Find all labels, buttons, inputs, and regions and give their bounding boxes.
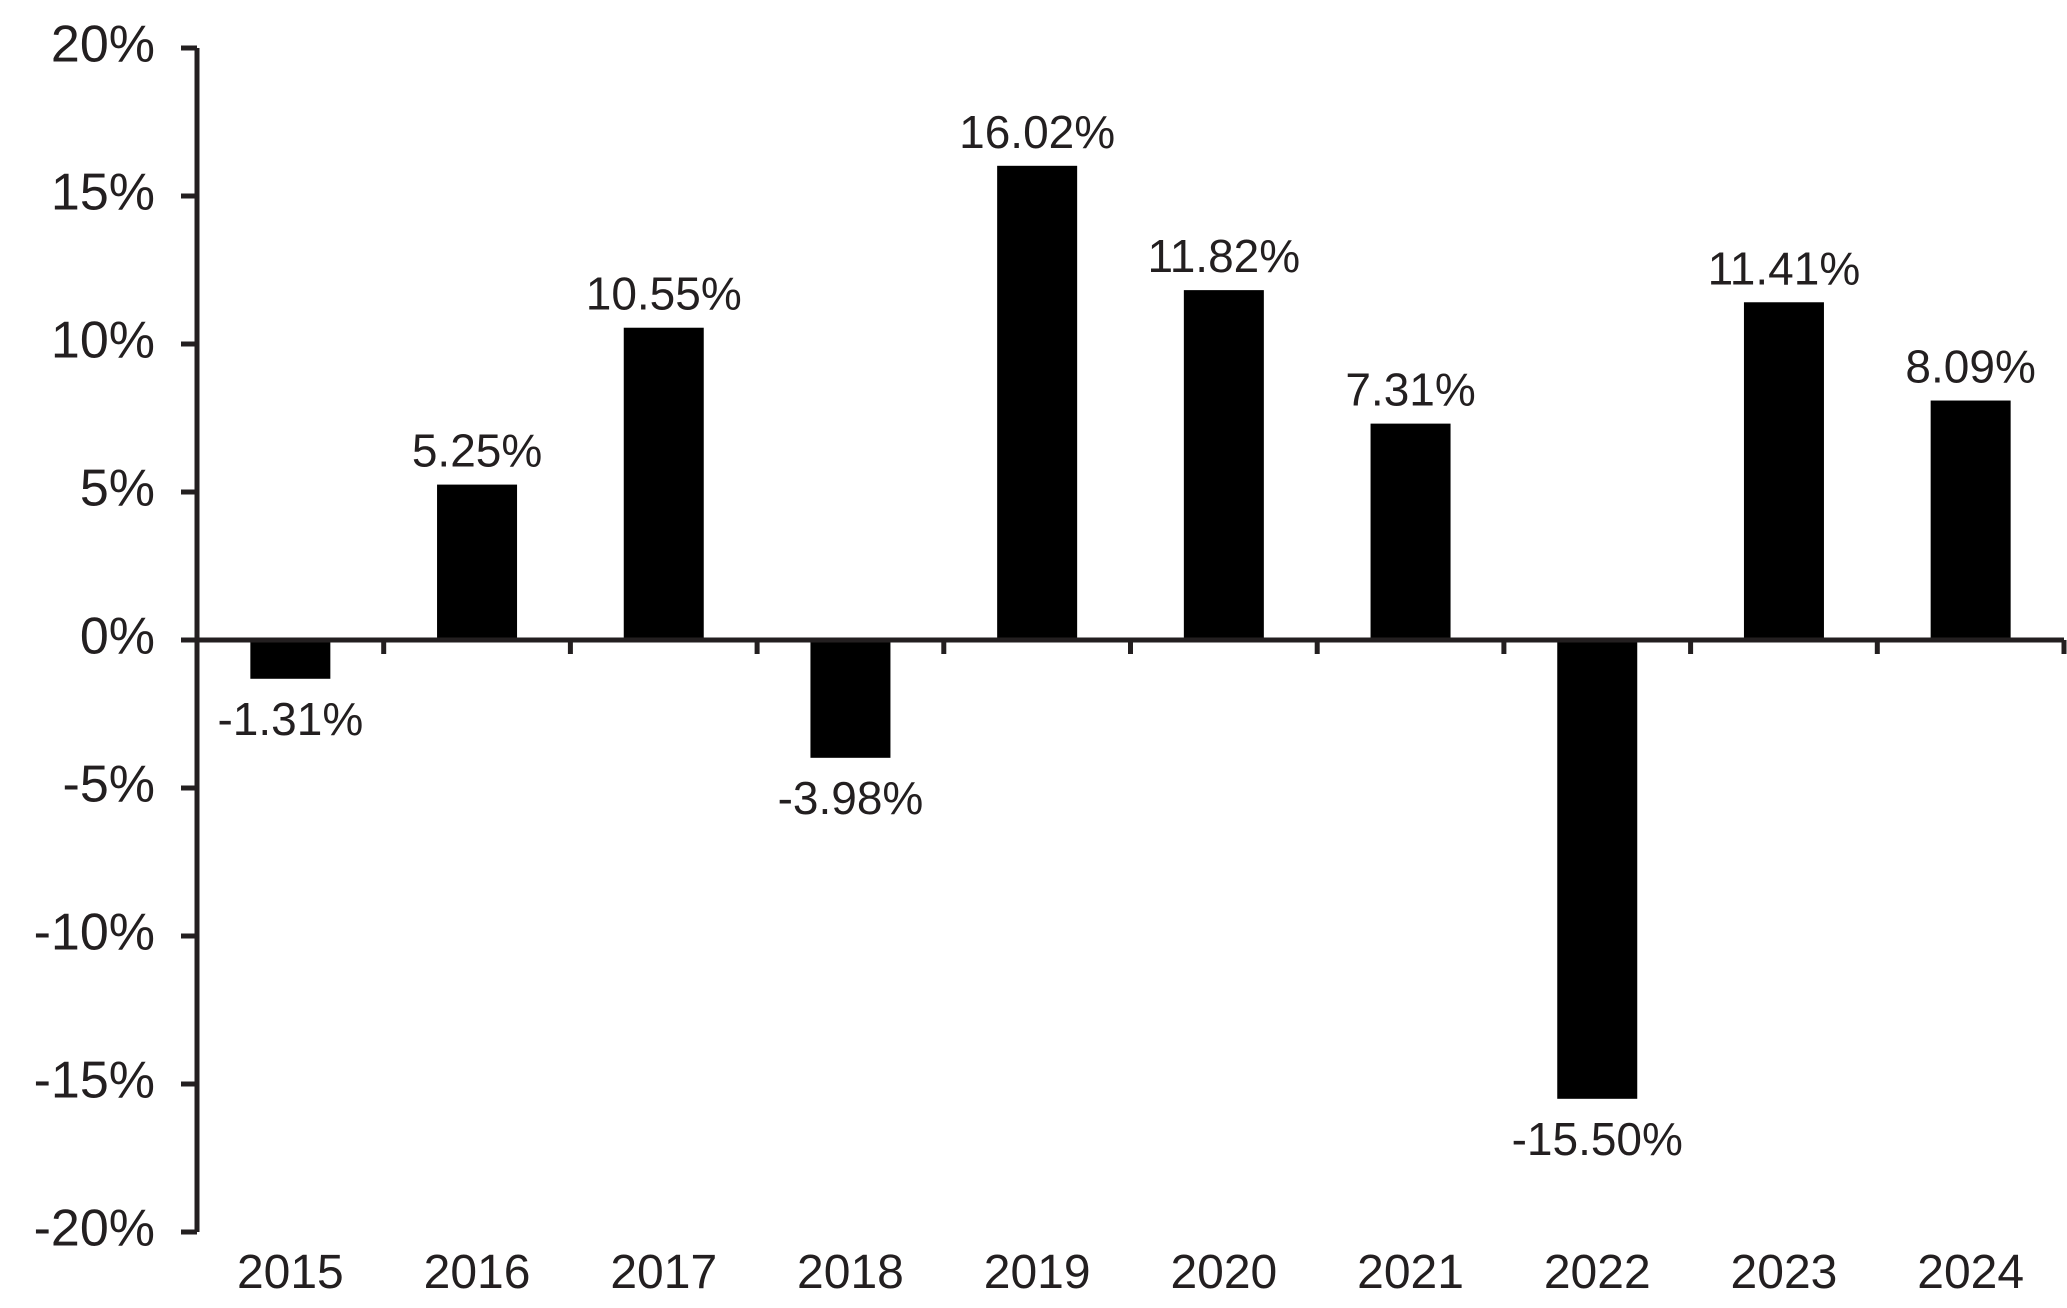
x-tick-label: 2015: [237, 1246, 344, 1299]
x-tick-label: 2022: [1544, 1246, 1651, 1299]
data-label-2017: 10.55%: [586, 268, 742, 320]
y-tick-label: -5%: [63, 756, 155, 814]
y-tick-label: 0%: [80, 608, 155, 666]
x-tick-label: 2016: [424, 1246, 531, 1299]
y-tick-label: 15%: [51, 164, 155, 222]
x-tick-label: 2021: [1357, 1246, 1464, 1299]
x-tick-label: 2023: [1731, 1246, 1838, 1299]
bars: [250, 165, 2011, 1099]
bar-2022: [1557, 640, 1638, 1099]
data-label-2020: 11.82%: [1148, 230, 1301, 282]
bar-2017: [623, 327, 704, 640]
bar-2020: [1183, 290, 1264, 640]
bar-2023: [1743, 302, 1824, 640]
data-labels: -1.31% 5.25% 10.55% -3.98% 16.02% 11.82% 7.31%…: [217, 106, 2035, 1165]
y-tick-label: -20%: [34, 1200, 155, 1258]
y-tick-label: 5%: [80, 460, 155, 518]
bar-2021: [1370, 423, 1451, 640]
bar-2016: [437, 484, 518, 640]
x-tick-label: 2024: [1917, 1246, 2024, 1299]
data-label-2016: 5.25%: [412, 425, 542, 477]
y-tick-label: 10%: [51, 312, 155, 370]
y-axis: 20% 15% 10% 5% 0% -5% -10% -15% -20%: [34, 16, 200, 1258]
data-label-2021: 7.31%: [1345, 364, 1475, 416]
y-tick-label: -15%: [34, 1052, 155, 1110]
data-label-2022: -15.50%: [1512, 1113, 1683, 1165]
data-label-2024: 8.09%: [1905, 341, 2035, 393]
x-tick-label: 2018: [797, 1246, 904, 1299]
x-tick-label: 2017: [610, 1246, 717, 1299]
x-tick-label: 2019: [984, 1246, 1091, 1299]
data-label-2015: -1.31%: [217, 693, 363, 745]
bar-2024: [1930, 400, 2011, 640]
bar-2018: [810, 640, 891, 758]
x-tick-label: 2020: [1170, 1246, 1277, 1299]
data-label-2019: 16.02%: [959, 106, 1115, 158]
bar-2019: [997, 165, 1078, 641]
x-axis: 2015 2016 2017 2018 2019 2020 2021 2022 2023 2024: [197, 637, 2067, 1299]
y-tick-label: 20%: [51, 16, 155, 74]
data-label-2023: 11.41%: [1708, 242, 1861, 294]
bar-2015: [250, 640, 331, 679]
y-tick-label: -10%: [34, 904, 155, 962]
data-label-2018: -3.98%: [778, 772, 924, 824]
